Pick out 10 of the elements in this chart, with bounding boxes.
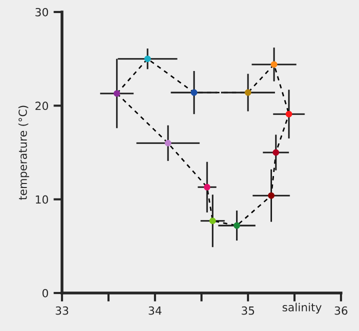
y-tick-label: 20	[35, 102, 48, 110]
x-tick-label: 34	[148, 306, 162, 315]
y-tick-label: 30	[36, 8, 48, 16]
x-axis-title: salinity	[282, 302, 322, 314]
x-tick-label: 35	[242, 306, 254, 315]
x-tick-label: 33	[56, 306, 68, 315]
y-axis-title: temperature (°C)	[18, 106, 30, 200]
y-tick-label: 10	[36, 195, 48, 204]
y-tick-label: 0	[42, 288, 48, 298]
x-tick-label: 36	[334, 306, 348, 315]
